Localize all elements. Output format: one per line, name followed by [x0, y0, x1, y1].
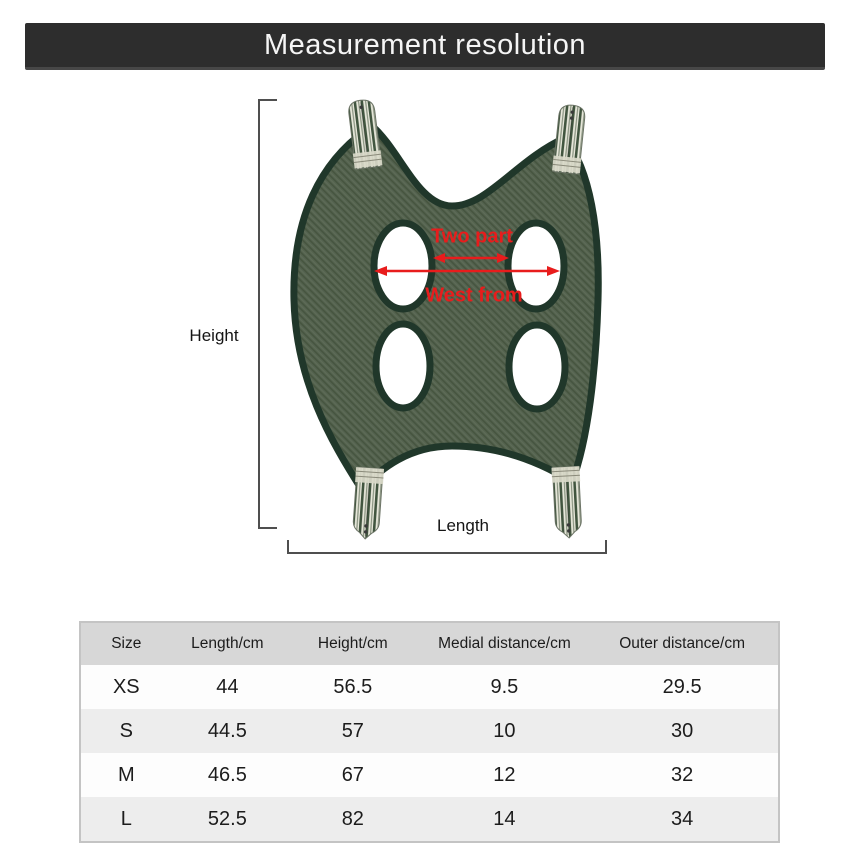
table-row-xs: XS 44 56.5 9.5 29.5: [81, 665, 778, 709]
hammock-body: [290, 122, 602, 494]
leg-hole-top-left: [370, 219, 436, 313]
title-banner: Measurement resolution: [25, 23, 825, 70]
length-cell: 46.5: [171, 753, 284, 797]
leg-hole-top-right: [504, 219, 568, 313]
length-cell: 44: [171, 665, 284, 709]
outer-distance-label: West from: [425, 284, 523, 307]
leg-hole-bottom-left: [372, 320, 434, 412]
strap-bottom-left: [352, 466, 385, 540]
strap-top-right: [552, 104, 586, 175]
table-header-row: Size Length/cm Height/cm Medial distance…: [81, 623, 778, 665]
outer-distance-cell: 32: [586, 753, 778, 797]
table-row-s: S 44.5 57 10 30: [81, 709, 778, 753]
header-size: Size: [81, 623, 172, 665]
medial-distance-cell: 14: [422, 797, 587, 841]
strap-top-left: [348, 99, 383, 170]
outer-distance-cell: 34: [586, 797, 778, 841]
header-height: Height/cm: [283, 623, 423, 665]
size-cell: S: [81, 709, 172, 753]
size-cell: L: [81, 797, 172, 841]
medial-distance-cell: 10: [422, 709, 587, 753]
height-cell: 67: [283, 753, 423, 797]
height-label: Height: [189, 326, 239, 345]
header-medial-distance: Medial distance/cm: [422, 623, 587, 665]
page-title: Measurement resolution: [263, 28, 587, 61]
leg-hole-bottom-right: [505, 321, 569, 413]
table-row-m: M 46.5 67 12 32: [81, 753, 778, 797]
height-cell: 56.5: [283, 665, 423, 709]
height-cell: 57: [283, 709, 423, 753]
medial-distance-cell: 12: [422, 753, 587, 797]
outer-distance-cell: 30: [586, 709, 778, 753]
inner-distance-arrow: [433, 253, 509, 263]
length-cell: 44.5: [171, 709, 284, 753]
outer-distance-arrow: [374, 266, 560, 276]
header-outer-distance: Outer distance/cm: [586, 623, 778, 665]
outer-distance-cell: 29.5: [586, 665, 778, 709]
header-length: Length/cm: [171, 623, 284, 665]
length-cell: 52.5: [171, 797, 284, 841]
medial-distance-cell: 9.5: [422, 665, 587, 709]
table-row-l: L 52.5 82 14 34: [81, 797, 778, 841]
size-table: Size Length/cm Height/cm Medial distance…: [79, 621, 780, 843]
size-cell: M: [81, 753, 172, 797]
height-cell: 82: [283, 797, 423, 841]
fabric-body: [290, 122, 602, 494]
strap-bottom-right: [551, 465, 582, 539]
length-label: Length: [437, 516, 489, 535]
size-cell: XS: [81, 665, 172, 709]
length-bracket: [287, 540, 607, 554]
height-bracket: [258, 99, 277, 529]
inner-distance-label: Two part: [431, 225, 513, 248]
